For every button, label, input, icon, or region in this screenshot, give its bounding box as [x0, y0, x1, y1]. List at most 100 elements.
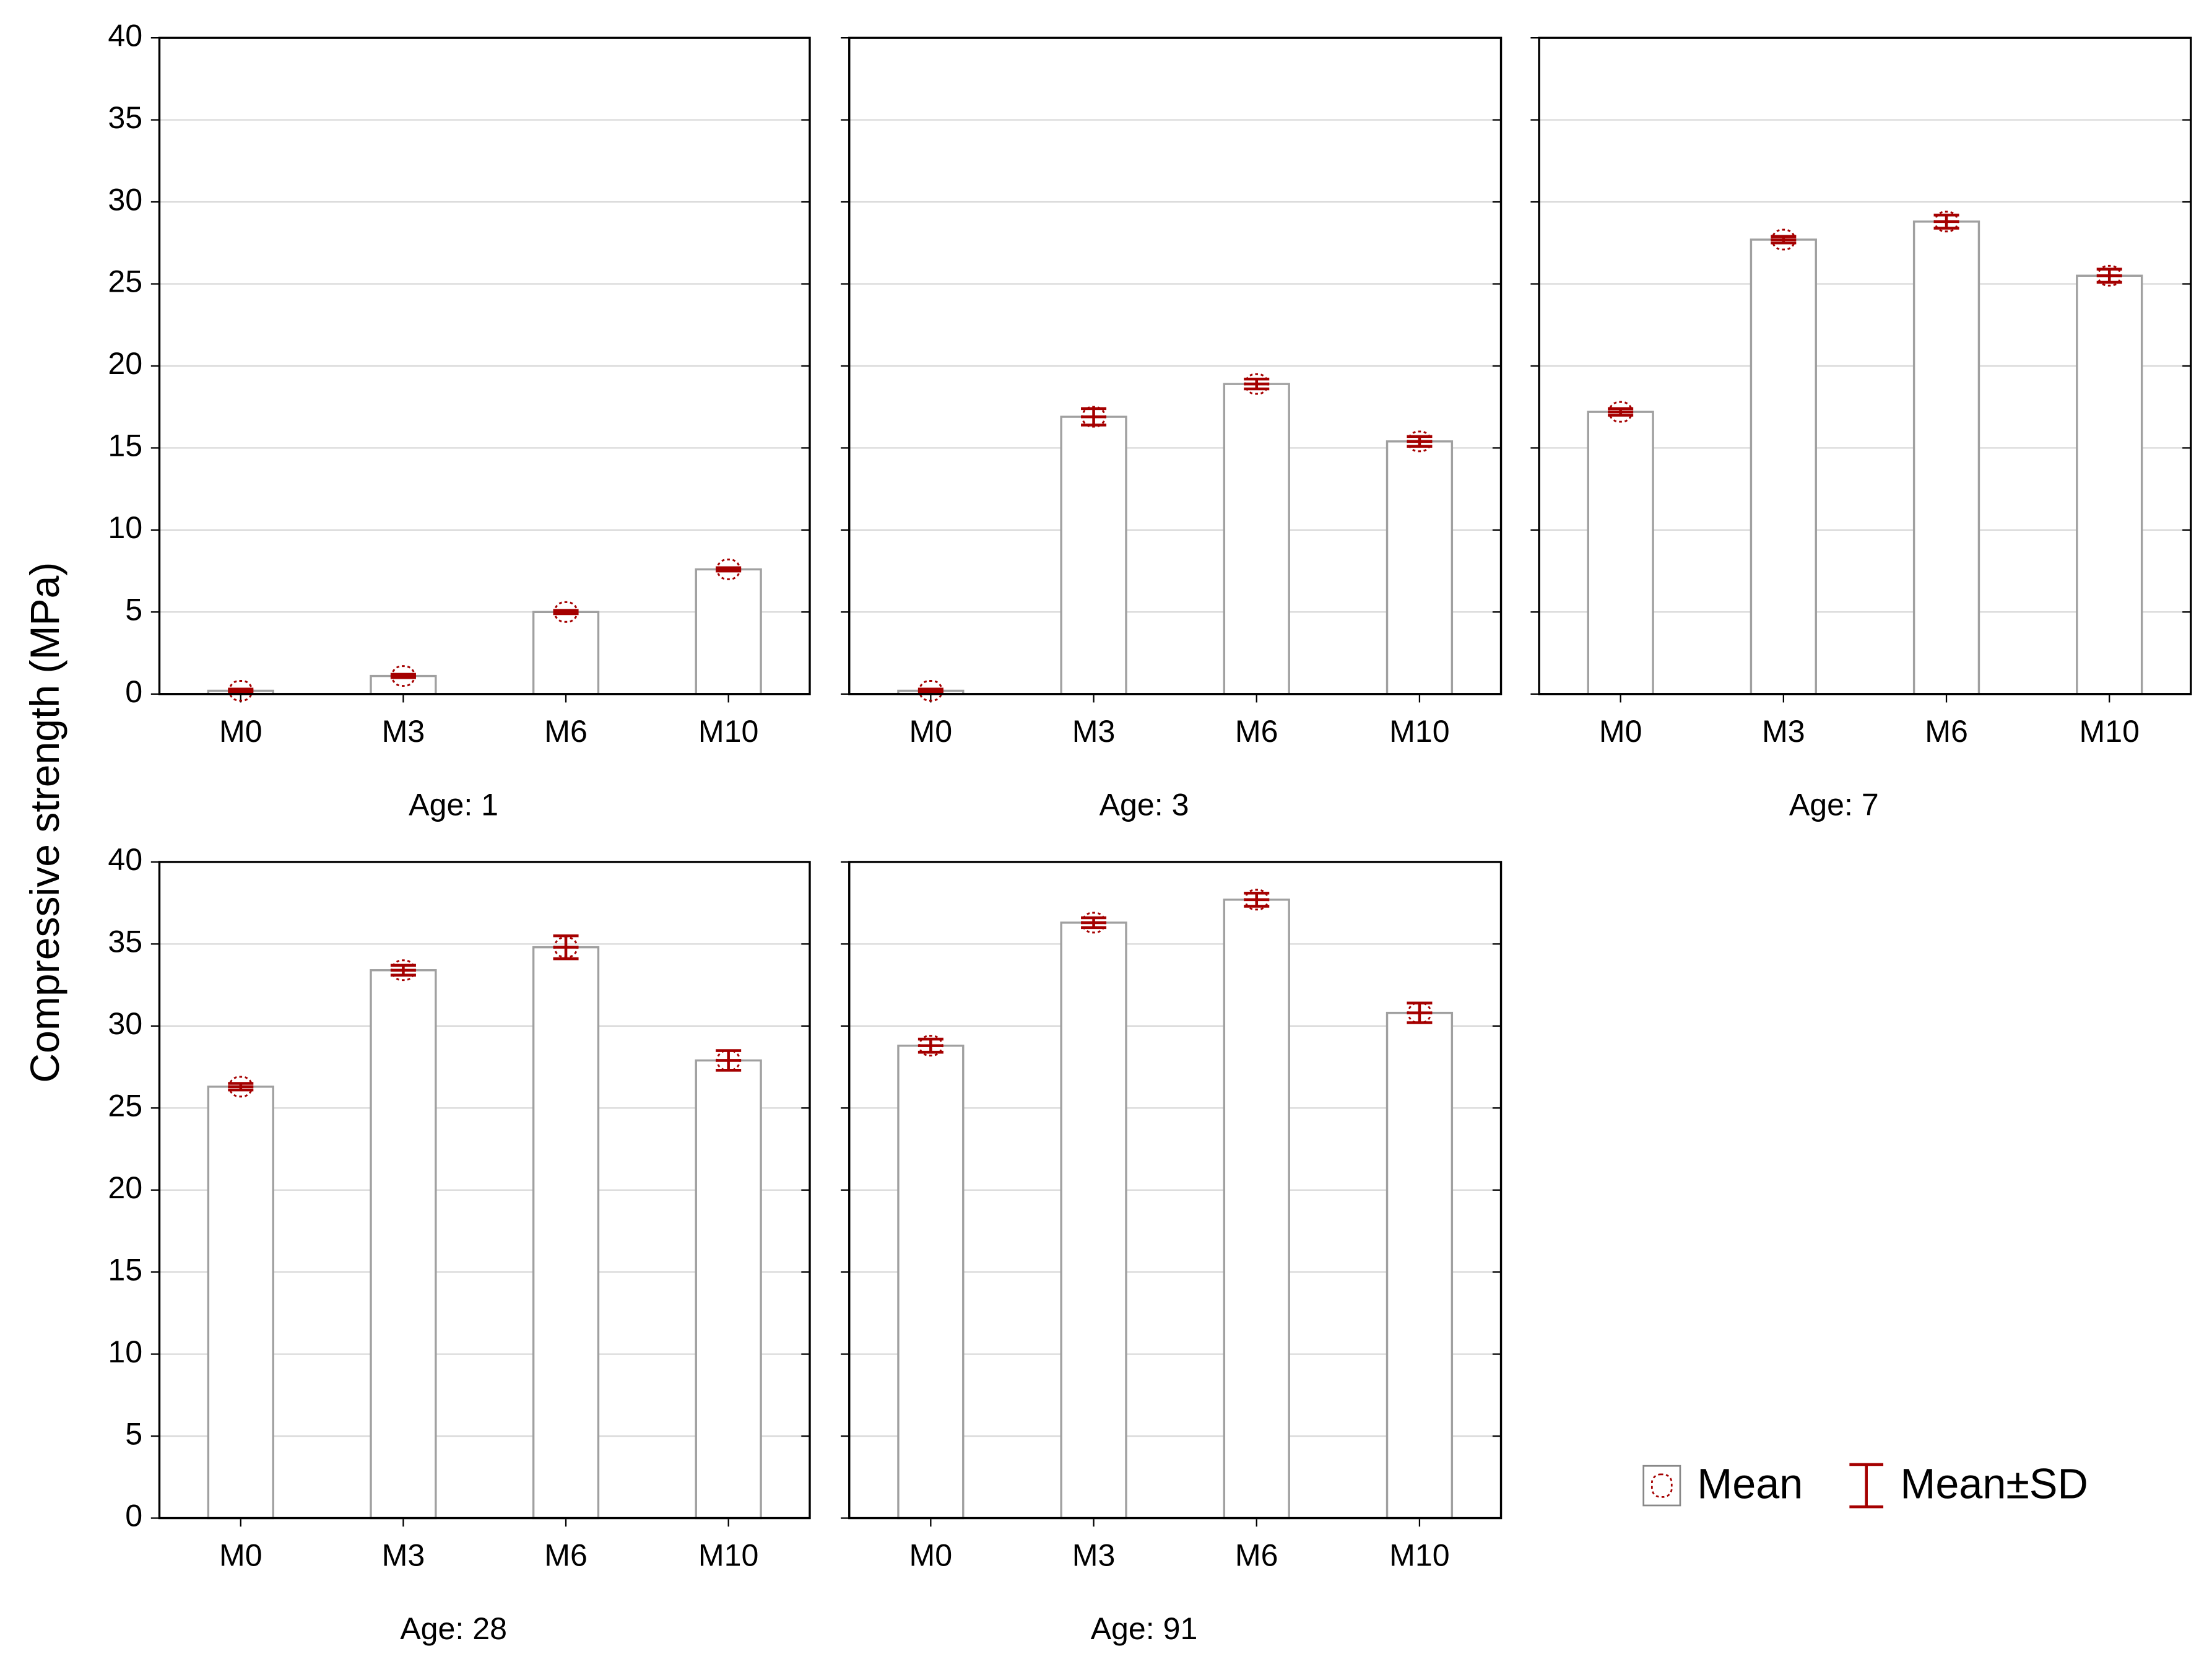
plot-frame — [848, 37, 1503, 695]
mean-marker — [1934, 211, 1959, 233]
plot-frame — [158, 37, 811, 695]
mean-marker — [228, 680, 253, 702]
x-tick-label: M3 — [1762, 714, 1805, 749]
y-tick-label: 15 — [108, 429, 142, 463]
error-bar — [716, 566, 742, 573]
mean-marker — [391, 665, 416, 687]
mean-marker — [228, 1076, 253, 1098]
y-tick-label: 15 — [108, 1252, 142, 1287]
bar — [532, 611, 600, 695]
mean-marker — [1244, 373, 1269, 395]
x-tick-label: M10 — [698, 1538, 759, 1573]
x-tick-label: M3 — [382, 714, 425, 749]
mean-marker — [553, 936, 578, 959]
mean-marker — [918, 1035, 943, 1057]
mean-marker — [2097, 264, 2122, 287]
y-tick-label: 40 — [108, 18, 142, 53]
x-tick-label: M6 — [544, 714, 588, 749]
x-axis-label: Age: 28 — [400, 1611, 507, 1646]
error-bar — [228, 1082, 254, 1092]
error-bar — [1244, 377, 1270, 391]
x-tick-label: M0 — [909, 1538, 953, 1573]
plot-frame — [1538, 37, 2192, 695]
y-tick-label: 0 — [125, 674, 142, 709]
x-tick-label: M0 — [1599, 714, 1642, 749]
error-bar — [553, 934, 579, 960]
x-tick-label: M0 — [909, 714, 953, 749]
y-tick-label: 25 — [108, 264, 142, 299]
x-tick-label: M6 — [1235, 1538, 1278, 1573]
x-tick-label: M0 — [219, 714, 262, 749]
x-tick-label: M10 — [1389, 1538, 1450, 1573]
y-tick-label: 25 — [108, 1089, 142, 1123]
plot-frame — [158, 861, 811, 1520]
bar — [2076, 274, 2143, 695]
bar — [532, 946, 600, 1520]
mean-marker — [1771, 229, 1796, 251]
mean-marker — [1407, 1002, 1432, 1024]
x-tick-label: M3 — [382, 1538, 425, 1573]
error-bar — [228, 687, 254, 694]
bar — [207, 1086, 274, 1520]
error-bar — [390, 964, 416, 977]
error-bar — [1771, 235, 1797, 245]
mean-marker — [716, 558, 741, 580]
y-tick-label: 40 — [108, 842, 142, 877]
y-tick-label: 20 — [108, 1170, 142, 1205]
error-bar — [1081, 916, 1107, 930]
bar — [1386, 1011, 1454, 1520]
x-tick-label: M0 — [219, 1538, 262, 1573]
mean-marker — [1081, 912, 1106, 934]
bar — [1587, 411, 1654, 695]
bar — [370, 969, 437, 1520]
plot-frame — [848, 861, 1503, 1520]
bar — [1223, 383, 1290, 695]
x-tick-label: M10 — [698, 714, 759, 749]
x-axis-label: Age: 7 — [1789, 787, 1879, 822]
legend-label: Mean±SD — [1900, 1460, 2088, 1507]
mean-marker — [716, 1050, 741, 1071]
mean-marker — [391, 959, 416, 982]
y-axis-label: Compressive strength (MPa) — [22, 562, 68, 1083]
y-tick-label: 10 — [108, 1335, 142, 1369]
y-tick-label: 10 — [108, 510, 142, 545]
x-tick-label: M3 — [1072, 714, 1116, 749]
error-bar — [917, 687, 943, 694]
mean-marker — [918, 680, 943, 702]
error-bar — [917, 1037, 943, 1054]
x-tick-label: M6 — [1235, 714, 1278, 749]
error-bar — [553, 609, 579, 616]
bar — [1386, 440, 1454, 695]
x-axis-label: Age: 3 — [1099, 787, 1189, 822]
mean-marker — [1081, 406, 1106, 428]
y-tick-label: 30 — [108, 1006, 142, 1041]
x-tick-label: M10 — [2079, 714, 2140, 749]
y-tick-label: 0 — [125, 1499, 142, 1533]
legend-label: Mean — [1697, 1460, 1803, 1507]
bar — [695, 1059, 762, 1520]
mean-marker — [1608, 401, 1633, 423]
y-tick-label: 30 — [108, 182, 142, 217]
mean-marker — [1244, 889, 1269, 911]
y-tick-label: 35 — [108, 925, 142, 959]
x-tick-label: M3 — [1072, 1538, 1116, 1573]
x-tick-label: M6 — [544, 1538, 588, 1573]
bar — [897, 1044, 965, 1520]
bar — [695, 568, 762, 695]
mean-marker — [553, 601, 578, 623]
error-bar — [1081, 407, 1107, 427]
bar — [1060, 921, 1127, 1520]
error-bar — [390, 673, 416, 679]
y-tick-label: 20 — [108, 346, 142, 381]
y-tick-label: 5 — [125, 593, 142, 627]
x-axis-label: Age: 91 — [1091, 1611, 1198, 1646]
x-axis-label: Age: 1 — [409, 787, 498, 822]
bar — [1912, 220, 1980, 695]
legend-mean-swatch — [1642, 1465, 1681, 1507]
bar — [1060, 416, 1127, 695]
x-tick-label: M10 — [1389, 714, 1450, 749]
legend-mean-dots — [1650, 1473, 1673, 1498]
error-bar — [1407, 435, 1433, 448]
